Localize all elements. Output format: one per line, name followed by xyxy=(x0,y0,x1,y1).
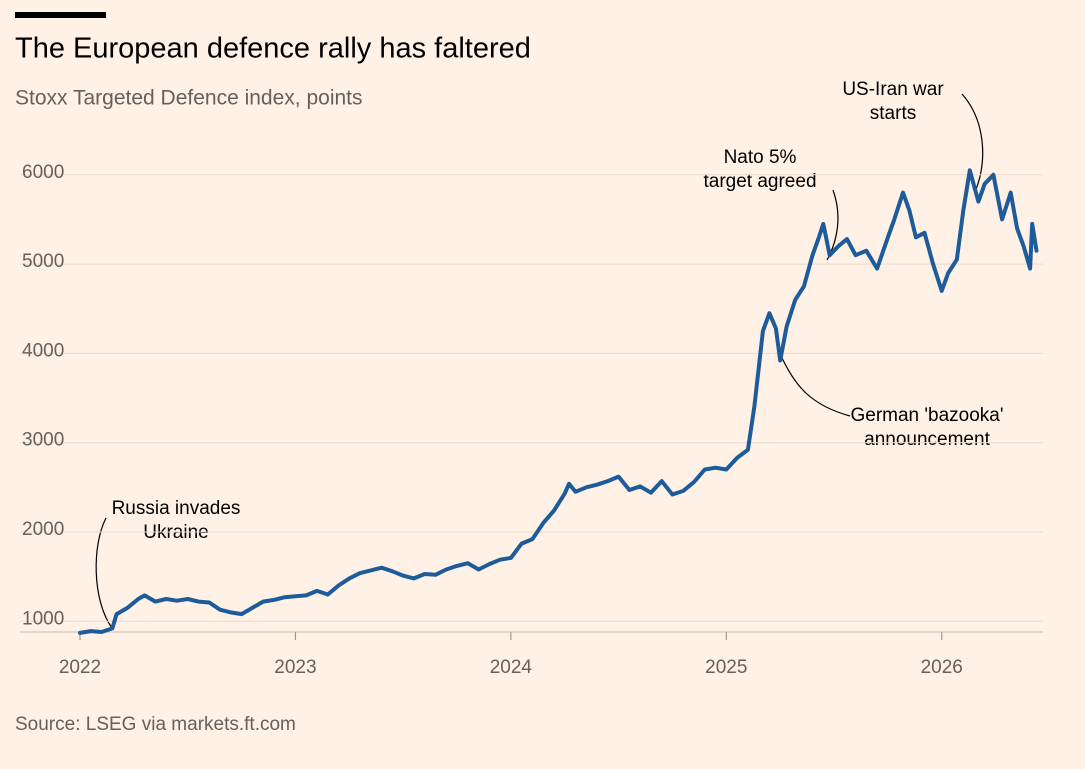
chart-subtitle: Stoxx Targeted Defence index, points xyxy=(15,87,363,110)
y-tick-label: 5000 xyxy=(22,251,64,272)
annotation: German 'bazooka' xyxy=(850,405,1003,426)
x-tick-label: 2025 xyxy=(705,657,747,678)
chart-title: The European defence rally has faltered xyxy=(15,33,531,65)
annotation: Ukraine xyxy=(143,522,208,543)
y-tick-label: 3000 xyxy=(22,430,64,451)
annotation: announcement xyxy=(864,429,990,450)
annotation: target agreed xyxy=(703,171,816,192)
annotation: Nato 5% xyxy=(724,147,797,168)
y-tick-label: 1000 xyxy=(22,608,64,629)
leader-line xyxy=(781,357,851,417)
y-tick-label: 2000 xyxy=(22,519,64,540)
x-tick-label: 2022 xyxy=(59,657,101,678)
annotation: Russia invades xyxy=(112,498,241,519)
y-tick-label: 4000 xyxy=(22,340,64,361)
annotation: US-Iran war xyxy=(842,79,944,100)
annotation: starts xyxy=(870,103,916,124)
x-tick-label: 2023 xyxy=(274,657,316,678)
x-tick-label: 2026 xyxy=(921,657,963,678)
leader-line xyxy=(95,517,113,629)
x-tick-label: 2024 xyxy=(490,657,533,678)
annotations: Russia invades Ukraine Nato 5% target ag… xyxy=(95,79,1004,629)
leader-line xyxy=(961,93,984,193)
line xyxy=(78,168,1039,635)
y-tick-label: 6000 xyxy=(22,162,64,183)
title-bar xyxy=(15,12,106,18)
source: Source: LSEG via markets.ft.com xyxy=(15,714,296,735)
